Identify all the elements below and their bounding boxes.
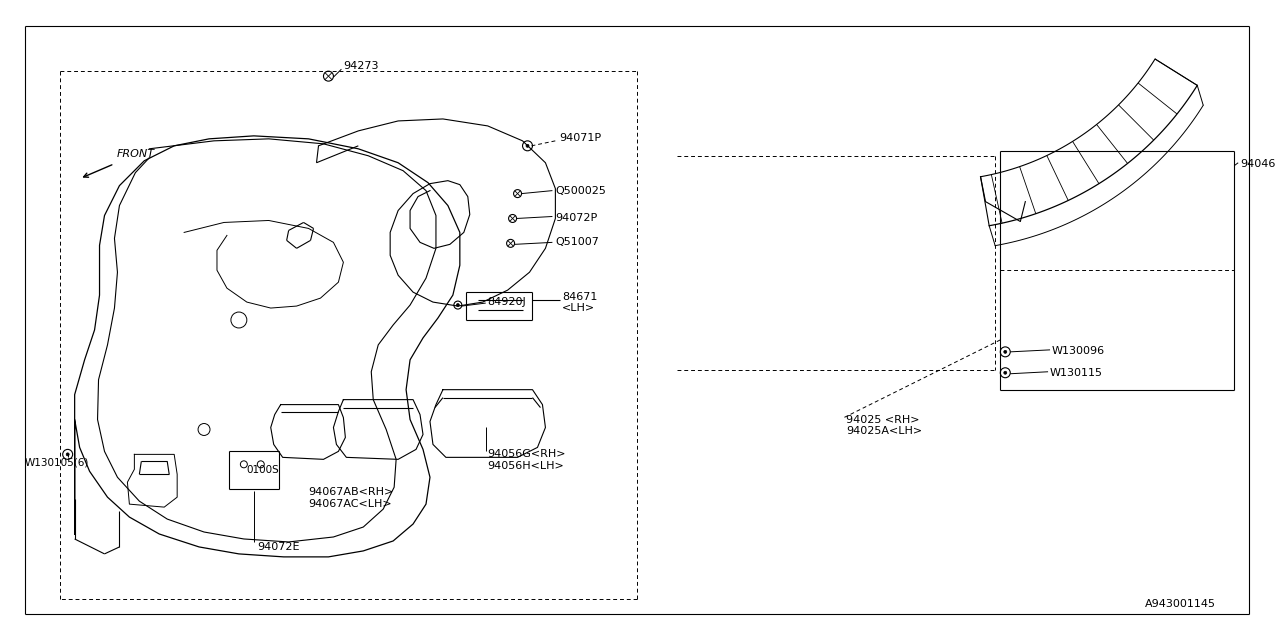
Text: 94025A<LH>: 94025A<LH>: [846, 426, 922, 436]
Text: W130105(6): W130105(6): [24, 458, 90, 467]
Text: Q51007: Q51007: [556, 237, 599, 248]
Text: 94046: 94046: [1240, 159, 1276, 169]
Text: 0100S: 0100S: [247, 465, 279, 476]
Circle shape: [526, 145, 529, 147]
Circle shape: [1004, 371, 1007, 374]
Text: W130115: W130115: [1050, 368, 1103, 378]
Text: 94072P: 94072P: [556, 212, 598, 223]
Circle shape: [67, 453, 69, 456]
Text: 94071P: 94071P: [559, 133, 602, 143]
Text: 94025 <RH>: 94025 <RH>: [846, 415, 919, 424]
Text: 84671: 84671: [562, 292, 598, 302]
Text: 84920J: 84920J: [488, 297, 526, 307]
Text: Q500025: Q500025: [556, 186, 607, 196]
Text: A943001145: A943001145: [1144, 598, 1216, 609]
Text: 94067AB<RH>: 94067AB<RH>: [308, 487, 394, 497]
Circle shape: [1004, 350, 1007, 353]
Circle shape: [457, 303, 460, 307]
Text: FRONT: FRONT: [116, 149, 155, 159]
Text: 94056H<LH>: 94056H<LH>: [488, 461, 564, 471]
Text: <LH>: <LH>: [562, 303, 595, 313]
Text: 94056G<RH>: 94056G<RH>: [488, 449, 566, 460]
Text: 94273: 94273: [343, 61, 379, 71]
Text: W130096: W130096: [1052, 346, 1105, 356]
Text: 94067AC<LH>: 94067AC<LH>: [308, 499, 392, 509]
Text: 94072E: 94072E: [257, 542, 300, 552]
